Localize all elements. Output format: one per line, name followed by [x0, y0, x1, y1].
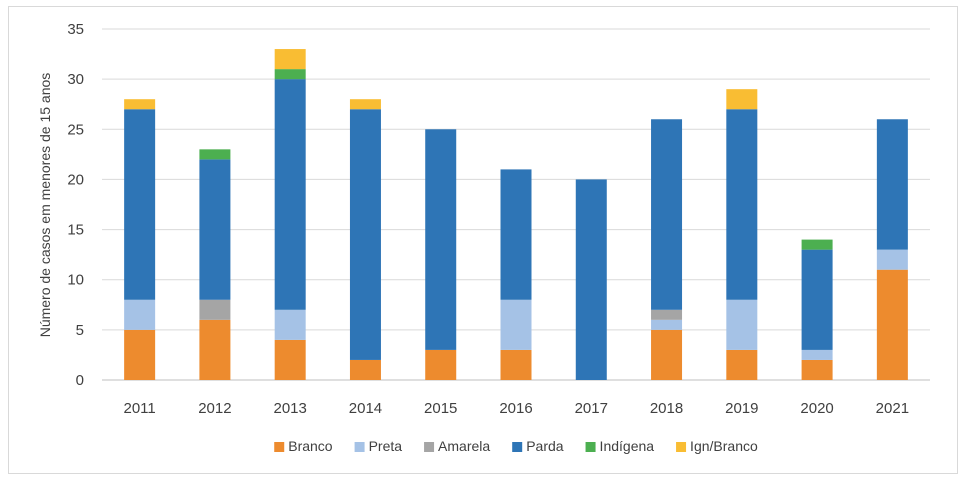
bar-segment: [801, 239, 833, 250]
legend-swatch: [512, 442, 523, 452]
bar-segment: [274, 339, 306, 380]
y-tick-label: 15: [67, 222, 84, 239]
bar-segment: [199, 159, 231, 300]
bar-segment: [349, 99, 381, 110]
legend-item: Ign/Branco: [676, 438, 758, 454]
legend-label: Parda: [526, 438, 564, 454]
x-tick-label: 2011: [124, 400, 156, 417]
bar-segment: [651, 309, 683, 320]
y-tick-label: 35: [67, 21, 84, 38]
legend-label: Amarela: [438, 438, 490, 454]
legend-item: Branco: [274, 438, 333, 454]
bar-segment: [274, 49, 306, 70]
legend-label: Indígena: [600, 438, 655, 454]
bar-segment: [726, 349, 758, 380]
legend-swatch: [274, 442, 285, 452]
bar-segment: [876, 119, 908, 250]
y-tick-labels: 0 5 10 15 20 25 30 35: [67, 21, 84, 389]
bar-segment: [274, 69, 306, 80]
legend-label: Preta: [369, 438, 403, 454]
y-tick-label: 30: [67, 71, 84, 88]
bar-segment: [801, 249, 833, 350]
x-tick-label: 2018: [650, 400, 683, 417]
bar-segment: [349, 359, 381, 380]
y-tick-label: 10: [67, 272, 84, 289]
bar-segment: [199, 319, 231, 380]
bar-segment: [199, 149, 231, 160]
legend-item: Amarela: [424, 438, 490, 454]
bar-segment: [199, 299, 231, 320]
bar-segment: [500, 349, 532, 380]
bar-segment: [425, 129, 457, 350]
x-tick-label: 2013: [273, 400, 306, 417]
bar-segment: [726, 299, 758, 350]
bar-segment: [124, 99, 156, 110]
x-tick-label: 2019: [725, 400, 758, 417]
chart-frame: [8, 6, 958, 474]
bar-segment: [349, 109, 381, 360]
bar-segment: [274, 79, 306, 310]
bar-segment: [500, 299, 532, 350]
bars: [124, 49, 908, 380]
y-tick-label: 0: [76, 372, 84, 389]
bar-segment: [726, 109, 758, 300]
legend-swatch: [424, 442, 435, 452]
legend-label: Branco: [288, 438, 333, 454]
x-tick-label: 2014: [349, 400, 382, 417]
bar-segment: [801, 349, 833, 360]
legend-item: Parda: [512, 438, 564, 454]
bar-segment: [726, 89, 758, 110]
bar-segment: [124, 299, 156, 330]
bar-segment: [801, 359, 833, 380]
legend-item: Preta: [354, 438, 403, 454]
bar-segment: [876, 269, 908, 380]
bar-segment: [651, 329, 683, 380]
bar-segment: [575, 179, 607, 380]
bar-segment: [274, 309, 306, 340]
legend-swatch: [676, 442, 687, 452]
bar-segment: [425, 349, 457, 380]
x-tick-label: 2017: [575, 400, 608, 417]
y-tick-label: 25: [67, 121, 84, 138]
x-tick-label: 2020: [800, 400, 833, 417]
y-tick-label: 20: [67, 171, 84, 188]
legend-label: Ign/Branco: [690, 438, 758, 454]
x-tick-labels: 2011 2012 2013 2014 2015 2016 2017 2018 2019 2020…: [124, 400, 910, 417]
bar-segment: [876, 249, 908, 270]
y-tick-label: 5: [76, 322, 84, 339]
x-tick-label: 2015: [424, 400, 457, 417]
bar-segment: [651, 319, 683, 330]
y-axis-label: Número de casos em menores de 15 anos: [37, 73, 53, 338]
bar-segment: [500, 169, 532, 300]
legend: Branco Preta Amarela Parda Indígena Ign/Branc…: [274, 438, 758, 454]
x-tick-label: 2021: [876, 400, 909, 417]
legend-swatch: [585, 442, 596, 452]
x-tick-label: 2016: [499, 400, 532, 417]
x-tick-label: 2012: [198, 400, 231, 417]
bar-segment: [124, 109, 156, 300]
bar-segment: [124, 329, 156, 380]
bar-segment: [651, 119, 683, 310]
legend-swatch: [354, 442, 365, 452]
legend-item: Indígena: [585, 438, 655, 454]
